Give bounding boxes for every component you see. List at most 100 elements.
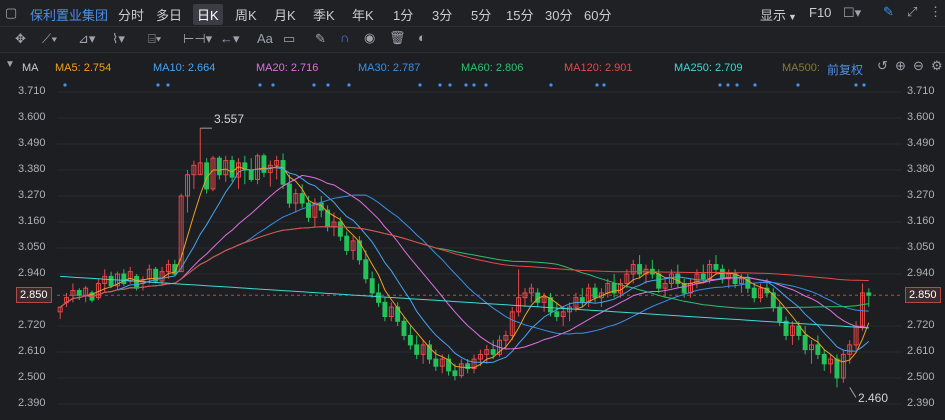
candle-body xyxy=(560,311,566,318)
ma30-label: MA30: 2.787 xyxy=(358,62,421,74)
ma250-label: MA250: 2.709 xyxy=(674,62,743,74)
candle-body xyxy=(165,264,171,273)
y-tick-label: 2.500 xyxy=(907,371,935,383)
event-marker xyxy=(326,83,330,87)
tab-weekly[interactable]: 周K xyxy=(235,8,257,23)
toggle-icon[interactable]: ◐ xyxy=(418,30,426,45)
display-menu[interactable]: 显示 ▼ xyxy=(760,5,797,24)
tab-multiday[interactable]: 多日 xyxy=(156,8,183,23)
high-annotation: 3.557 xyxy=(214,112,245,126)
candle-body xyxy=(611,282,617,294)
y-tick-label: 3.490 xyxy=(907,137,935,149)
candle-body xyxy=(439,358,445,367)
candle-body xyxy=(497,339,502,355)
candle-body xyxy=(318,202,324,211)
line-tool-icon[interactable]: ⟋▾ xyxy=(42,31,58,46)
candle-body xyxy=(369,278,375,294)
event-marker xyxy=(484,83,488,87)
tab-60min[interactable]: 60分 xyxy=(584,8,612,23)
candle-body xyxy=(172,264,178,275)
y-tick-label: 3.600 xyxy=(907,111,935,123)
wave-tool-icon[interactable]: ⌇▾ xyxy=(112,31,125,46)
indicator-name[interactable]: MA xyxy=(22,62,39,74)
event-marker xyxy=(271,83,275,87)
more-icon[interactable]: ⋮ xyxy=(929,4,942,19)
candle-body xyxy=(777,306,783,322)
candle-body xyxy=(280,160,286,185)
candle-body xyxy=(522,292,528,299)
candle-body xyxy=(471,358,477,370)
pen-icon[interactable]: ✎ xyxy=(883,4,894,19)
trash-icon[interactable]: 🗑 xyxy=(389,30,406,45)
fib-tool-icon[interactable]: ⌸▾ xyxy=(148,31,162,46)
event-marker xyxy=(854,83,858,87)
ma60-label: MA60: 2.806 xyxy=(461,62,524,74)
collapse-icon[interactable]: ▼ xyxy=(5,59,15,70)
tab-daily[interactable]: 日K xyxy=(193,4,223,25)
candle-body xyxy=(713,264,719,270)
candle-body xyxy=(286,183,292,204)
ma120-label: MA120: 2.901 xyxy=(564,62,633,74)
event-marker xyxy=(166,83,170,87)
pencil-icon[interactable]: ✎ xyxy=(315,31,326,46)
event-marker xyxy=(438,83,442,87)
candle-body xyxy=(350,240,356,251)
candle-body xyxy=(541,297,547,303)
event-marker xyxy=(63,83,67,87)
event-marker xyxy=(156,83,160,87)
f10-button[interactable]: F10 xyxy=(809,5,832,20)
candle-body xyxy=(592,287,598,299)
panel-toggle-icon[interactable]: ▢ xyxy=(5,5,18,20)
tab-15min[interactable]: 15分 xyxy=(506,8,534,23)
tab-timeshare[interactable]: 分时 xyxy=(118,8,145,23)
ma5-line xyxy=(59,166,870,369)
crosshair-icon[interactable]: ✥ xyxy=(15,31,26,46)
comment-icon[interactable]: ▭ xyxy=(283,31,296,46)
stock-name[interactable]: 保利置业集团 xyxy=(30,8,109,23)
candle-body xyxy=(866,292,872,296)
y-tick-label: 2.940 xyxy=(18,267,46,279)
magnet-icon[interactable]: ∩ xyxy=(340,30,350,45)
tab-yearly[interactable]: 年K xyxy=(352,8,374,23)
tab-3min[interactable]: 3分 xyxy=(432,8,453,23)
candle-body xyxy=(414,344,420,355)
chart-style-icon[interactable]: ☐▾ xyxy=(843,5,862,20)
expand-icon[interactable]: ⤢ xyxy=(907,4,918,19)
zoom-out-icon[interactable]: ⊖ xyxy=(913,58,924,73)
low-leader-line xyxy=(849,387,857,398)
candle-body xyxy=(770,292,776,308)
event-marker xyxy=(602,83,606,87)
y-tick-label: 3.380 xyxy=(18,163,46,175)
settings-icon[interactable]: ⚙ xyxy=(931,58,943,73)
candle-body xyxy=(274,160,280,166)
event-marker xyxy=(472,83,476,87)
candle-body xyxy=(191,164,197,176)
candle-body xyxy=(675,273,681,284)
tab-30min[interactable]: 30分 xyxy=(545,8,573,23)
tab-monthly[interactable]: 月K xyxy=(274,8,296,23)
range-tool-icon[interactable]: ⊢⊣▾ xyxy=(183,31,213,46)
arrow-left-icon[interactable]: ←▾ xyxy=(220,31,240,46)
candle-body xyxy=(337,221,343,237)
tab-5min[interactable]: 5分 xyxy=(471,8,492,23)
tab-1min[interactable]: 1分 xyxy=(393,8,414,23)
y-tick-label: 3.380 xyxy=(907,163,935,175)
tab-quarterly[interactable]: 季K xyxy=(313,8,335,23)
channel-tool-icon[interactable]: ⊿▾ xyxy=(78,31,96,46)
event-marker xyxy=(549,83,553,87)
adjust-mode[interactable]: 前复权 xyxy=(827,63,864,77)
text-tool[interactable]: Aa xyxy=(257,31,273,46)
candle-body xyxy=(76,290,82,296)
zoom-in-icon[interactable]: ⊕ xyxy=(895,58,906,73)
candle-body xyxy=(70,290,76,296)
undo-icon[interactable]: ↺ xyxy=(877,58,888,73)
candle-body xyxy=(382,301,388,318)
eye-icon[interactable]: ◉ xyxy=(364,30,376,45)
candle-body xyxy=(859,292,865,327)
ma10-label: MA10: 2.664 xyxy=(153,62,216,74)
ma250-line xyxy=(60,275,869,329)
candle-body xyxy=(420,344,426,355)
candle-body xyxy=(821,353,827,365)
event-marker xyxy=(726,83,730,87)
